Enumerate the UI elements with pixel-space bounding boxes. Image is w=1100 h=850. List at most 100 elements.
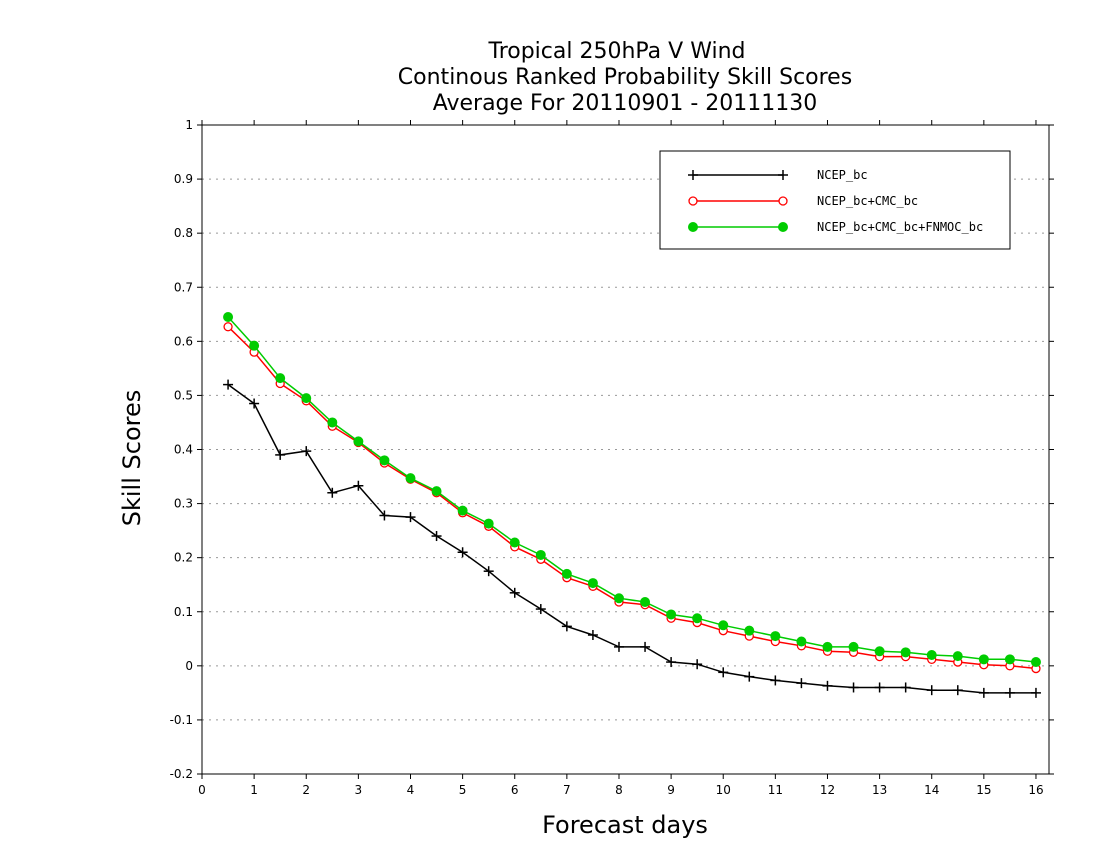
- legend-marker: [688, 196, 698, 206]
- y-tick-label: 0.9: [174, 172, 193, 186]
- x-tick-label: 9: [667, 783, 675, 797]
- data-point: [327, 487, 338, 498]
- data-point: [301, 393, 312, 404]
- data-point: [1004, 654, 1015, 665]
- data-point: [223, 379, 234, 390]
- data-point: [666, 609, 677, 620]
- legend-box: [659, 150, 1011, 250]
- data-point: [900, 647, 911, 658]
- x-tick-label: 8: [615, 783, 623, 797]
- chart-title: Tropical 250hPa V Wind Continous Ranked …: [398, 39, 852, 116]
- data-point: [405, 512, 416, 523]
- x-tick-label: 16: [1028, 783, 1043, 797]
- data-point: [353, 480, 364, 491]
- data-point: [301, 446, 312, 457]
- series-2: [223, 322, 1041, 674]
- x-tick-label: 3: [355, 783, 363, 797]
- data-point: [952, 685, 963, 696]
- data-point: [744, 625, 755, 636]
- data-point: [457, 505, 468, 516]
- data-point: [874, 646, 885, 657]
- legend-marker: [778, 222, 788, 232]
- data-point: [692, 613, 703, 624]
- data-point: [718, 667, 729, 678]
- data-point: [718, 620, 729, 631]
- data-point: [666, 657, 677, 668]
- x-tick-label: 6: [511, 783, 519, 797]
- y-tick-label: 0.2: [174, 551, 193, 565]
- data-point: [509, 537, 520, 548]
- data-point: [353, 436, 364, 447]
- legend-marker: [778, 196, 788, 206]
- data-point: [770, 675, 781, 686]
- y-tick-label: 0.7: [174, 280, 193, 294]
- x-tick-label: 4: [407, 783, 415, 797]
- data-point: [431, 531, 442, 542]
- data-point: [379, 455, 390, 466]
- data-point: [483, 566, 494, 577]
- series-line: [227, 316, 1037, 663]
- data-point: [978, 687, 989, 698]
- series-line: [227, 383, 1036, 694]
- data-point: [613, 593, 624, 604]
- data-point: [613, 641, 624, 652]
- data-point: [275, 449, 286, 460]
- data-point: [561, 621, 572, 632]
- y-tick-label: 0.4: [174, 443, 193, 457]
- x-tick-label: 1: [250, 783, 258, 797]
- data-point: [926, 650, 937, 661]
- chart-title-line-1: Tropical 250hPa V Wind: [487, 39, 745, 64]
- legend-marker: [688, 222, 698, 232]
- legend-label: NCEP_bc: [817, 168, 868, 182]
- data-point: [822, 641, 833, 652]
- data-point: [587, 578, 598, 589]
- data-point: [770, 631, 781, 642]
- legend-label: NCEP_bc+CMC_bc+FNMOC_bc: [817, 220, 983, 234]
- data-point: [587, 630, 598, 641]
- data-point: [535, 604, 546, 615]
- y-tick-label: -0.1: [170, 713, 193, 727]
- data-point: [457, 547, 468, 558]
- data-point: [848, 641, 859, 652]
- data-point: [223, 311, 234, 322]
- data-point: [848, 682, 859, 693]
- data-point: [223, 322, 233, 332]
- data-point: [822, 680, 833, 691]
- data-point: [640, 597, 651, 608]
- data-point: [744, 671, 755, 682]
- data-point: [249, 398, 260, 409]
- data-point: [535, 549, 546, 560]
- data-point: [874, 682, 885, 693]
- chart-title-line-2: Continous Ranked Probability Skill Score…: [398, 65, 852, 90]
- y-tick-label: 0.6: [174, 334, 193, 348]
- data-point: [405, 473, 416, 484]
- legend: NCEP_bc NCEP_bc+CMC_bc NCEP_bc+CMC_bc+FNMO…: [659, 150, 1011, 250]
- data-series: [223, 311, 1041, 698]
- data-point: [327, 417, 338, 428]
- x-tick-label: 10: [716, 783, 731, 797]
- data-point: [275, 373, 286, 384]
- y-tick-label: 0.5: [174, 388, 193, 402]
- x-tick-label: 5: [459, 783, 467, 797]
- y-tick-label: -0.2: [170, 767, 193, 781]
- data-point: [952, 651, 963, 662]
- data-point: [796, 636, 807, 647]
- x-tick-label: 14: [924, 783, 939, 797]
- data-point: [692, 659, 703, 670]
- data-point: [900, 682, 911, 693]
- x-tick-label: 0: [198, 783, 206, 797]
- x-tick-label: 15: [976, 783, 991, 797]
- y-tick-label: 0: [185, 659, 193, 673]
- grid-lines: [202, 178, 1049, 721]
- data-point: [249, 340, 260, 351]
- data-point: [379, 510, 390, 521]
- axis-ticks: -0.2-0.100.10.20.30.40.50.60.70.80.910 1 2…: [170, 118, 1054, 797]
- x-axis-title: Forecast days: [542, 811, 708, 839]
- data-point: [926, 685, 937, 696]
- data-point: [1030, 687, 1041, 698]
- legend-marker: [778, 170, 788, 180]
- y-tick-label: 0.3: [174, 497, 193, 511]
- data-point: [431, 486, 442, 497]
- x-tick-label: 12: [820, 783, 835, 797]
